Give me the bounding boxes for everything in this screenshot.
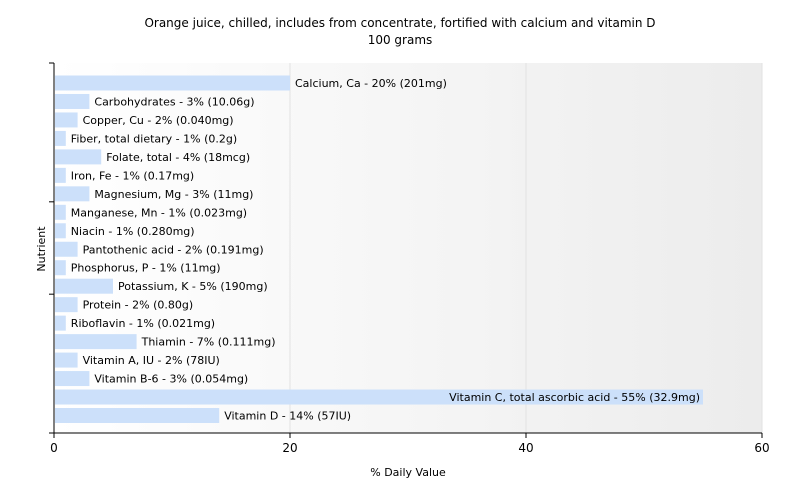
- bar-label: Phosphorus, P - 1% (11mg): [71, 262, 221, 275]
- bar-label: Vitamin A, IU - 2% (78IU): [83, 354, 220, 367]
- bar-label: Calcium, Ca - 20% (201mg): [295, 77, 447, 90]
- bars: [55, 75, 703, 423]
- bar-label: Vitamin B-6 - 3% (0.054mg): [94, 373, 248, 386]
- bar: [55, 334, 137, 350]
- gridlines: [289, 63, 763, 433]
- bar: [55, 204, 66, 220]
- bar: [55, 93, 90, 109]
- bar: [55, 315, 66, 331]
- bar: [55, 241, 78, 257]
- bar-label: Potassium, K - 5% (190mg): [118, 280, 268, 293]
- bar: [55, 260, 66, 276]
- bar-label: Vitamin C, total ascorbic acid - 55% (32…: [449, 391, 700, 404]
- bar-label: Manganese, Mn - 1% (0.023mg): [71, 206, 247, 219]
- bar-label: Folate, total - 4% (18mcg): [106, 151, 250, 164]
- bar-label: Protein - 2% (0.80g): [83, 299, 194, 312]
- bar: [55, 186, 90, 202]
- bar: [55, 75, 290, 91]
- axes: 0 20 40 60: [49, 62, 770, 455]
- bar-label: Carbohydrates - 3% (10.06g): [94, 95, 254, 108]
- bar-label: Vitamin D - 14% (57IU): [224, 410, 351, 423]
- x-tick-label: 0: [50, 441, 58, 455]
- x-tick-label: 20: [282, 441, 297, 455]
- plot-background: [54, 63, 762, 433]
- bar: [55, 389, 703, 405]
- bar-label: Iron, Fe - 1% (0.17mg): [71, 169, 194, 182]
- bar-label: Niacin - 1% (0.280mg): [71, 225, 195, 238]
- chart-title: Orange juice, chilled, includes from con…: [144, 16, 655, 30]
- chart-subtitle: 100 grams: [368, 33, 433, 47]
- bar-labels: Calcium, Ca - 20% (201mg) Carbohydrates -…: [71, 77, 700, 423]
- bar: [55, 149, 102, 165]
- bar-label: Thiamin - 7% (0.111mg): [141, 336, 276, 349]
- bar-label: Riboflavin - 1% (0.021mg): [71, 317, 215, 330]
- bar: [55, 223, 66, 239]
- bar: [55, 167, 66, 183]
- bar-label: Copper, Cu - 2% (0.040mg): [83, 114, 234, 127]
- bar: [55, 278, 113, 294]
- bar: [55, 130, 66, 146]
- x-tick-label: 60: [754, 441, 769, 455]
- bar: [55, 371, 90, 387]
- y-axis-title: Nutrient: [35, 226, 48, 272]
- x-axis-title: % Daily Value: [370, 466, 446, 479]
- bar-label: Fiber, total dietary - 1% (0.2g): [71, 132, 237, 145]
- bar-label: Magnesium, Mg - 3% (11mg): [94, 188, 253, 201]
- bar: [55, 112, 78, 128]
- bar: [55, 352, 78, 368]
- x-tick-label: 40: [518, 441, 533, 455]
- bar: [55, 297, 78, 313]
- bar-label: Pantothenic acid - 2% (0.191mg): [83, 243, 264, 256]
- bar: [55, 408, 220, 423]
